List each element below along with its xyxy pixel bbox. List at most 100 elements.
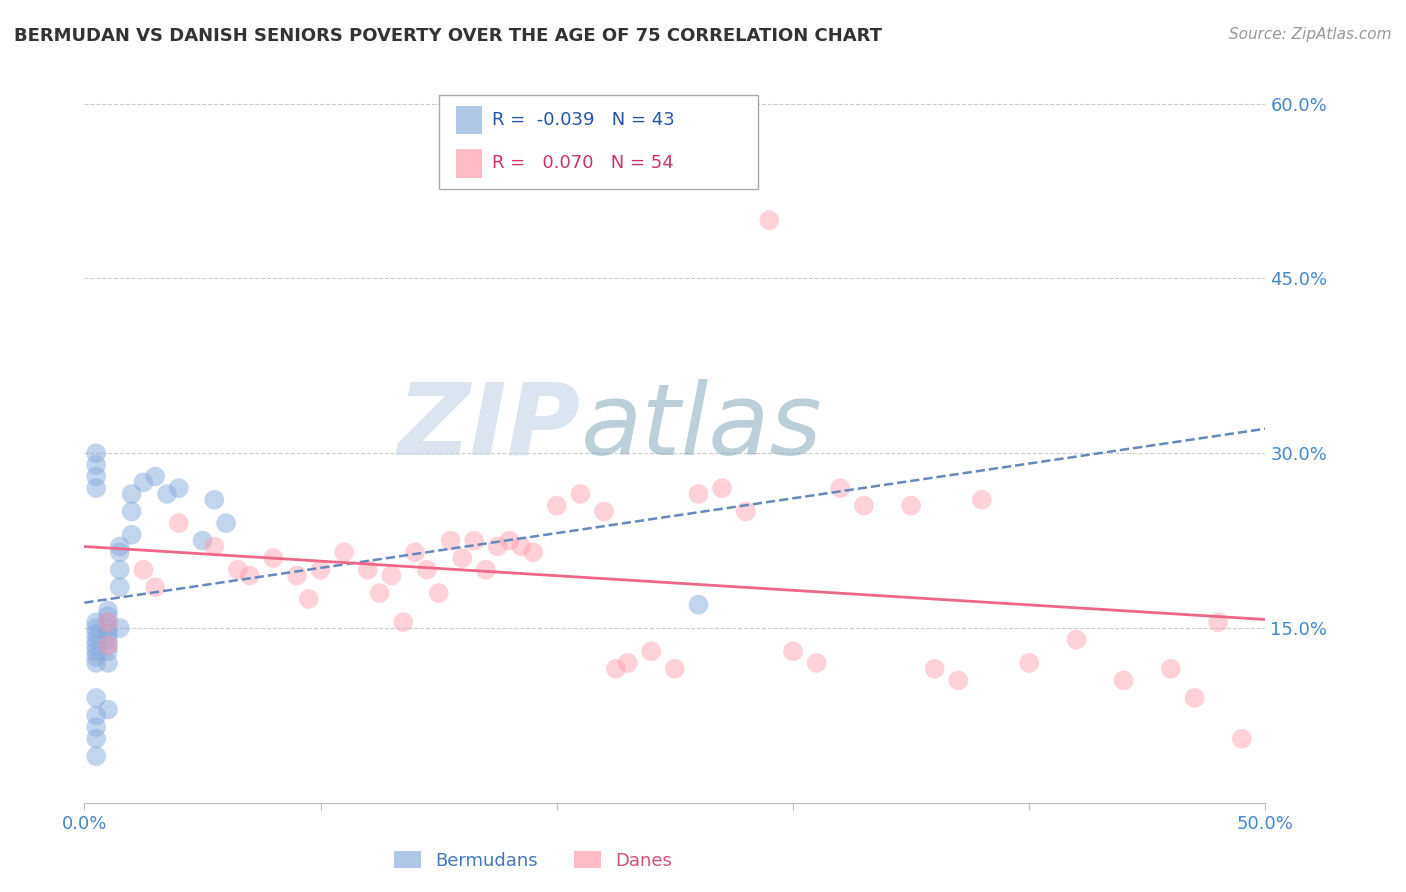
Point: [97, 639, 120, 653]
Point: [84, 708, 107, 723]
Point: [97, 632, 120, 647]
Point: [84, 749, 107, 764]
Point: [593, 504, 616, 518]
Point: [1184, 690, 1206, 705]
Point: [97, 615, 120, 630]
Point: [108, 545, 131, 559]
Point: [486, 540, 509, 554]
Point: [84, 446, 107, 460]
FancyBboxPatch shape: [439, 95, 758, 189]
Point: [97, 609, 120, 624]
Point: [97, 603, 120, 617]
Text: BERMUDAN VS DANISH SENIORS POVERTY OVER THE AGE OF 75 CORRELATION CHART: BERMUDAN VS DANISH SENIORS POVERTY OVER …: [14, 27, 882, 45]
Point: [605, 662, 627, 676]
Point: [427, 586, 450, 600]
Point: [688, 598, 710, 612]
Point: [97, 702, 120, 716]
Point: [416, 563, 439, 577]
Point: [640, 644, 662, 658]
Point: [121, 528, 143, 542]
Point: [333, 545, 356, 559]
Point: [132, 563, 155, 577]
Point: [121, 487, 143, 501]
Point: [475, 563, 498, 577]
Point: [569, 487, 592, 501]
Point: [143, 580, 166, 594]
Point: [806, 656, 828, 670]
Point: [522, 545, 544, 559]
Text: atlas: atlas: [581, 378, 823, 475]
Bar: [457, 149, 482, 178]
Point: [84, 615, 107, 630]
Point: [143, 469, 166, 483]
Point: [498, 533, 520, 548]
Point: [970, 492, 993, 507]
Text: R =   0.070   N = 54: R = 0.070 N = 54: [492, 154, 673, 172]
Point: [948, 673, 970, 688]
Point: [108, 580, 131, 594]
Point: [97, 615, 120, 630]
Point: [156, 487, 179, 501]
Point: [510, 540, 533, 554]
Point: [357, 563, 380, 577]
Point: [711, 481, 734, 495]
Point: [1160, 662, 1182, 676]
Point: [758, 213, 780, 227]
Point: [734, 504, 756, 518]
Point: [924, 662, 946, 676]
Point: [84, 469, 107, 483]
Point: [380, 568, 402, 582]
Point: [309, 563, 332, 577]
Point: [132, 475, 155, 490]
Point: [546, 499, 568, 513]
Point: [439, 533, 461, 548]
Point: [298, 591, 321, 606]
Point: [1230, 731, 1253, 746]
Point: [167, 481, 190, 495]
Point: [97, 644, 120, 658]
Point: [121, 504, 143, 518]
Point: [368, 586, 391, 600]
Point: [239, 568, 262, 582]
Point: [1112, 673, 1135, 688]
Point: [84, 639, 107, 653]
Point: [285, 568, 308, 582]
Point: [852, 499, 875, 513]
Point: [84, 690, 107, 705]
Text: Source: ZipAtlas.com: Source: ZipAtlas.com: [1229, 27, 1392, 42]
Point: [84, 650, 107, 665]
Point: [191, 533, 214, 548]
Point: [97, 639, 120, 653]
Text: ZIP: ZIP: [398, 378, 581, 475]
Point: [84, 644, 107, 658]
Point: [97, 656, 120, 670]
Point: [215, 516, 238, 530]
Point: [202, 540, 225, 554]
Point: [167, 516, 190, 530]
Point: [262, 551, 284, 566]
Point: [830, 481, 852, 495]
Point: [664, 662, 686, 676]
Legend: Bermudans, Danes: Bermudans, Danes: [387, 844, 679, 877]
Point: [84, 656, 107, 670]
Text: R =  -0.039   N = 43: R = -0.039 N = 43: [492, 111, 675, 129]
Point: [97, 627, 120, 641]
Point: [84, 481, 107, 495]
Point: [688, 487, 710, 501]
Point: [84, 627, 107, 641]
Point: [451, 551, 474, 566]
Point: [97, 621, 120, 635]
Bar: [457, 105, 482, 135]
Point: [202, 492, 225, 507]
Point: [404, 545, 426, 559]
Point: [108, 563, 131, 577]
Point: [108, 540, 131, 554]
Point: [84, 458, 107, 472]
Point: [463, 533, 485, 548]
Point: [84, 720, 107, 734]
Point: [1066, 632, 1088, 647]
Point: [84, 731, 107, 746]
Point: [84, 632, 107, 647]
Point: [84, 621, 107, 635]
Point: [108, 621, 131, 635]
